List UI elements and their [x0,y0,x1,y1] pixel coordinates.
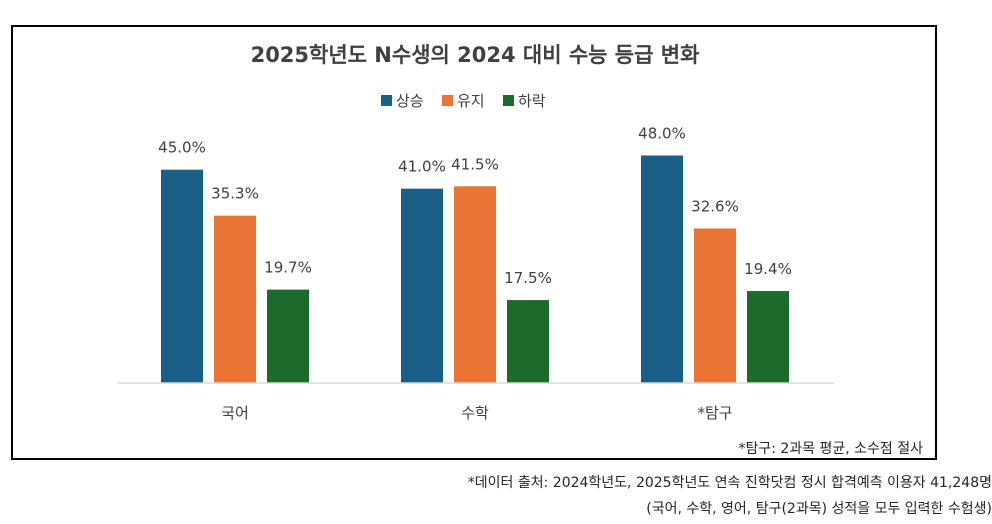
bar-국어-하락 [267,289,309,383]
value-label-수학-하락: 17.5% [504,269,552,287]
source-footnote-line2: (국어, 수학, 영어, 탐구(2과목) 성적을 모두 입력한 수험생) [646,501,992,517]
legend-swatch-유지 [442,95,453,106]
value-label-국어-유지: 35.3% [211,185,259,203]
legend: 상승 유지 하락 [381,92,546,110]
bar-*탐구-상승 [641,155,683,383]
bar-*탐구-하락 [747,291,789,383]
category-labels: 국어 수학 *탐구 [221,404,732,422]
legend-label-상승: 상승 [396,92,424,110]
category-label-2: *탐구 [697,404,732,422]
value-label-*탐구-유지: 32.6% [691,197,739,215]
bar-수학-유지 [454,186,496,383]
category-label-0: 국어 [221,404,249,422]
legend-label-하락: 하락 [518,92,546,110]
bar-*탐구-유지 [694,228,736,383]
bar-국어-유지 [214,215,256,383]
chart-title: 2025학년도 N수생의 2024 대비 수능 등급 변화 [251,43,700,67]
value-label-국어-하락: 19.7% [264,259,312,277]
category-label-1: 수학 [461,404,489,422]
bar-chart: 2025학년도 N수생의 2024 대비 수능 등급 변화 상승 유지 하락 45.… [117,43,923,457]
bar-수학-하락 [507,300,549,383]
legend-swatch-하락 [503,95,514,106]
value-label-수학-유지: 41.5% [451,155,499,173]
value-label-국어-상승: 45.0% [158,139,206,157]
value-label-*탐구-하락: 19.4% [744,260,792,278]
value-label-수학-상승: 41.0% [398,158,446,176]
legend-swatch-상승 [381,95,392,106]
value-label-*탐구-상승: 48.0% [638,124,686,142]
legend-label-유지: 유지 [457,92,485,110]
bar-수학-상승 [401,188,443,383]
bars-group: 45.0% 35.3% 19.7% 41.0% 41.5% 17.5% 48.0% 32.6%… [158,124,792,383]
bar-국어-상승 [161,169,203,383]
source-footnote-line1: *데이터 출처: 2024학년도, 2025학년도 연속 진학닷컴 정시 합격예… [467,475,992,491]
inner-footnote: *탐구: 2과목 평균, 소수점 절사 [738,441,923,457]
